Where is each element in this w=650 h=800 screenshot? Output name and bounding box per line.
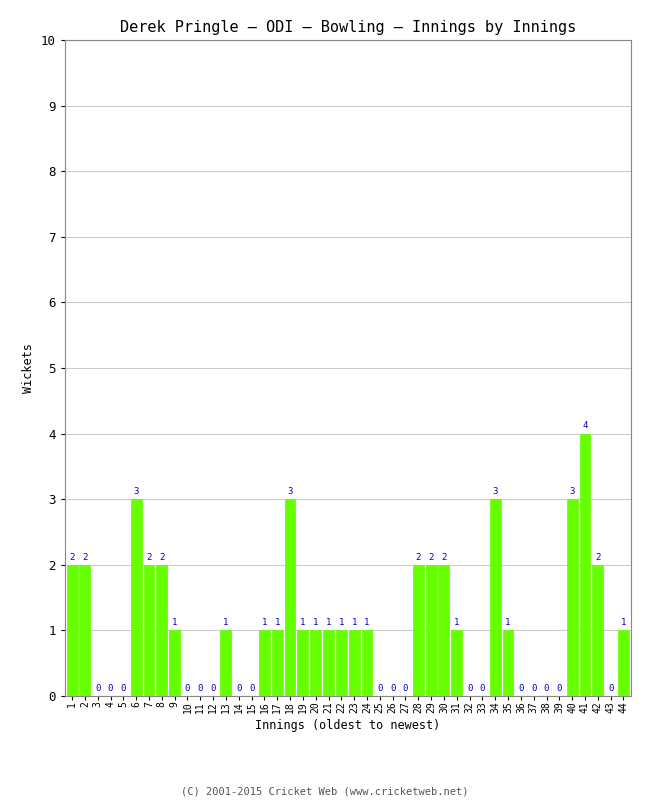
Bar <box>502 630 514 696</box>
Text: 2: 2 <box>428 553 434 562</box>
Text: 2: 2 <box>415 553 421 562</box>
Bar <box>131 499 142 696</box>
Text: 1: 1 <box>313 618 318 627</box>
Text: 0: 0 <box>249 684 254 693</box>
Text: 0: 0 <box>480 684 485 693</box>
Bar <box>567 499 578 696</box>
Bar <box>144 565 155 696</box>
Title: Derek Pringle – ODI – Bowling – Innings by Innings: Derek Pringle – ODI – Bowling – Innings … <box>120 20 576 34</box>
Bar <box>259 630 270 696</box>
Text: 2: 2 <box>441 553 447 562</box>
Text: 1: 1 <box>364 618 370 627</box>
Text: 3: 3 <box>493 487 498 496</box>
Bar <box>66 565 77 696</box>
Bar <box>323 630 334 696</box>
Bar <box>618 630 629 696</box>
Bar <box>298 630 308 696</box>
Text: 1: 1 <box>326 618 332 627</box>
Text: 0: 0 <box>467 684 473 693</box>
Text: 4: 4 <box>582 422 588 430</box>
Text: 0: 0 <box>198 684 203 693</box>
Text: 0: 0 <box>108 684 113 693</box>
Bar <box>348 630 359 696</box>
X-axis label: Innings (oldest to newest): Innings (oldest to newest) <box>255 719 441 732</box>
Bar <box>489 499 500 696</box>
Text: 1: 1 <box>352 618 357 627</box>
Bar <box>272 630 283 696</box>
Text: 1: 1 <box>274 618 280 627</box>
Text: 1: 1 <box>172 618 177 627</box>
Bar <box>592 565 603 696</box>
Text: 0: 0 <box>121 684 126 693</box>
Bar <box>439 565 449 696</box>
Text: 0: 0 <box>390 684 395 693</box>
Text: 2: 2 <box>70 553 75 562</box>
Text: 0: 0 <box>608 684 614 693</box>
Text: 0: 0 <box>518 684 523 693</box>
Bar <box>220 630 231 696</box>
Bar <box>157 565 167 696</box>
Text: 1: 1 <box>262 618 267 627</box>
Text: 0: 0 <box>556 684 562 693</box>
Text: 2: 2 <box>146 553 151 562</box>
Bar <box>310 630 321 696</box>
Text: 0: 0 <box>211 684 216 693</box>
Bar <box>580 434 590 696</box>
Text: 2: 2 <box>82 553 88 562</box>
Text: 1: 1 <box>621 618 626 627</box>
Bar <box>451 630 462 696</box>
Bar <box>285 499 296 696</box>
Text: 3: 3 <box>133 487 139 496</box>
Text: 0: 0 <box>377 684 382 693</box>
Text: 0: 0 <box>531 684 536 693</box>
Text: 1: 1 <box>223 618 229 627</box>
Bar <box>426 565 437 696</box>
Text: 0: 0 <box>95 684 100 693</box>
Text: 2: 2 <box>595 553 601 562</box>
Text: 3: 3 <box>287 487 292 496</box>
Text: 1: 1 <box>505 618 511 627</box>
Text: 0: 0 <box>236 684 241 693</box>
Bar <box>79 565 90 696</box>
Text: 0: 0 <box>403 684 408 693</box>
Text: 3: 3 <box>569 487 575 496</box>
Text: 0: 0 <box>185 684 190 693</box>
Text: 2: 2 <box>159 553 164 562</box>
Bar <box>336 630 347 696</box>
Text: 1: 1 <box>454 618 460 627</box>
Text: 1: 1 <box>300 618 306 627</box>
Bar <box>169 630 180 696</box>
Text: 0: 0 <box>544 684 549 693</box>
Y-axis label: Wickets: Wickets <box>22 343 35 393</box>
Text: (C) 2001-2015 Cricket Web (www.cricketweb.net): (C) 2001-2015 Cricket Web (www.cricketwe… <box>181 786 469 796</box>
Bar <box>361 630 372 696</box>
Bar <box>413 565 424 696</box>
Text: 1: 1 <box>339 618 344 627</box>
